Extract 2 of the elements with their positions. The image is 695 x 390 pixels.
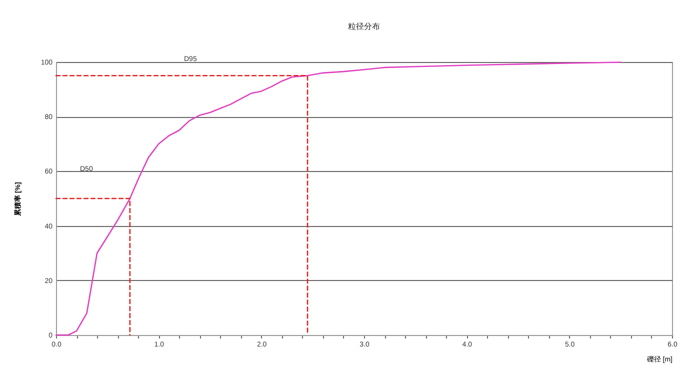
chart-title: 粒径分布	[348, 22, 380, 31]
line-series	[55, 62, 622, 336]
